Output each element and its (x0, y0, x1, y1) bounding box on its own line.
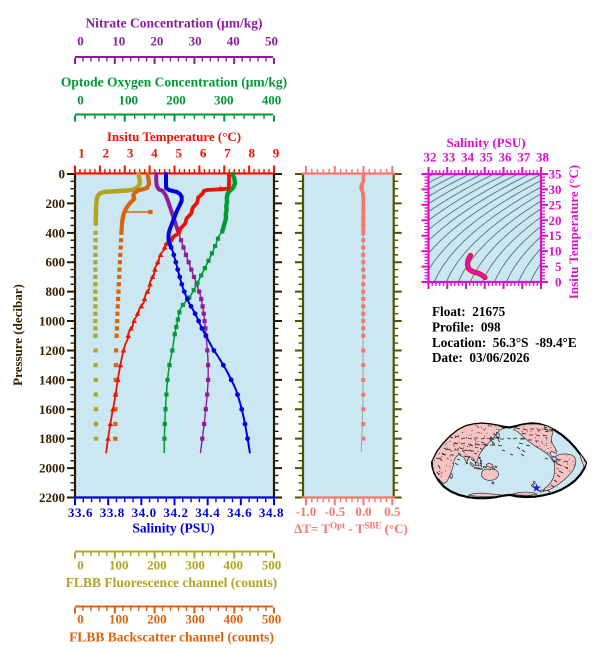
svg-text:Nitrate Concentration (μm/kg): Nitrate Concentration (μm/kg) (85, 16, 262, 31)
svg-text:100: 100 (109, 612, 129, 627)
svg-text:200: 200 (166, 93, 186, 108)
svg-text:34.6: 34.6 (227, 505, 252, 520)
svg-text:5: 5 (176, 146, 183, 161)
svg-text:30: 30 (189, 34, 202, 49)
svg-text:20: 20 (150, 34, 163, 49)
svg-text:300: 300 (185, 612, 205, 627)
svg-text:-0.5: -0.5 (325, 504, 346, 519)
svg-text:Pressure (decibar): Pressure (decibar) (10, 284, 25, 386)
svg-text:10: 10 (549, 244, 562, 259)
svg-text:7: 7 (224, 146, 231, 161)
svg-text:Salinity (PSU): Salinity (PSU) (132, 521, 214, 536)
svg-text:Insitu Temperature (°C): Insitu Temperature (°C) (107, 129, 241, 144)
svg-text:34: 34 (461, 150, 475, 165)
svg-text:40: 40 (227, 34, 240, 49)
svg-text:3: 3 (127, 146, 134, 161)
svg-text:0: 0 (77, 34, 84, 49)
svg-text:25: 25 (549, 197, 563, 212)
svg-text:33.8: 33.8 (100, 505, 125, 520)
svg-text:800: 800 (46, 284, 66, 299)
svg-text:400: 400 (224, 612, 244, 627)
svg-text:0: 0 (555, 275, 562, 290)
svg-text:0: 0 (77, 612, 84, 627)
svg-text:0: 0 (77, 558, 84, 573)
svg-text:33.6: 33.6 (68, 505, 93, 520)
svg-text:5: 5 (555, 259, 562, 274)
svg-text:1000: 1000 (39, 314, 65, 329)
svg-text:35: 35 (480, 150, 494, 165)
svg-text:400: 400 (46, 225, 66, 240)
svg-text:20: 20 (549, 213, 562, 228)
svg-text:Float: 21675: Float: 21675 (432, 304, 506, 319)
svg-text:35: 35 (549, 167, 563, 182)
svg-text:600: 600 (46, 255, 66, 270)
svg-text:1200: 1200 (39, 343, 65, 358)
svg-text:200: 200 (147, 612, 167, 627)
svg-text:34.8: 34.8 (259, 505, 284, 520)
svg-text:32: 32 (424, 150, 437, 165)
svg-text:300: 300 (214, 93, 234, 108)
svg-text:10: 10 (112, 34, 125, 49)
svg-text:1400: 1400 (39, 372, 65, 387)
svg-text:33: 33 (442, 150, 456, 165)
svg-text:400: 400 (224, 558, 244, 573)
svg-text:9: 9 (273, 146, 280, 161)
svg-text:Location: 56.3°S -89.4°E: Location: 56.3°S -89.4°E (432, 335, 577, 350)
svg-text:6: 6 (200, 146, 207, 161)
svg-text:200: 200 (147, 558, 167, 573)
svg-text:30: 30 (549, 182, 562, 197)
svg-text:36: 36 (499, 150, 513, 165)
svg-text:0.0: 0.0 (355, 504, 371, 519)
svg-text:FLBB Fluorescence channel (cou: FLBB Fluorescence channel (counts) (66, 575, 278, 590)
svg-text:1800: 1800 (39, 431, 65, 446)
svg-text:50: 50 (265, 34, 278, 49)
svg-text:300: 300 (185, 558, 205, 573)
svg-text:500: 500 (262, 558, 282, 573)
svg-text:-1.0: -1.0 (296, 504, 317, 519)
svg-text:1600: 1600 (39, 402, 65, 417)
svg-text:4: 4 (151, 146, 158, 161)
svg-text:ΔT= TOpt - TSBE (°C): ΔT= TOpt - TSBE (°C) (294, 521, 408, 537)
svg-text:400: 400 (262, 93, 282, 108)
svg-text:34.4: 34.4 (195, 505, 220, 520)
svg-text:Profile: 098: Profile: 098 (432, 320, 501, 335)
svg-text:100: 100 (118, 93, 138, 108)
svg-text:0: 0 (77, 93, 84, 108)
svg-text:2000: 2000 (39, 461, 65, 476)
svg-text:34.2: 34.2 (163, 505, 188, 520)
svg-text:1: 1 (78, 146, 85, 161)
svg-text:Salinity (PSU): Salinity (PSU) (446, 135, 525, 150)
svg-text:Insitu Temperature (°C): Insitu Temperature (°C) (566, 165, 581, 299)
svg-text:Date: 03/06/2026: Date: 03/06/2026 (432, 350, 530, 365)
svg-text:100: 100 (109, 558, 129, 573)
svg-text:FLBB Backscatter channel (coun: FLBB Backscatter channel (counts) (69, 630, 274, 645)
svg-text:500: 500 (262, 612, 282, 627)
svg-text:38: 38 (536, 150, 550, 165)
svg-text:2200: 2200 (39, 490, 65, 505)
svg-text:37: 37 (517, 150, 531, 165)
svg-text:15: 15 (549, 228, 563, 243)
svg-text:0: 0 (59, 167, 66, 182)
svg-text:0.5: 0.5 (384, 504, 401, 519)
svg-text:34.0: 34.0 (132, 505, 157, 520)
svg-text:Optode Oxygen Concentration (μ: Optode Oxygen Concentration (μm/kg) (61, 75, 287, 90)
svg-text:2: 2 (103, 146, 110, 161)
svg-text:8: 8 (248, 146, 255, 161)
svg-text:200: 200 (46, 196, 66, 211)
